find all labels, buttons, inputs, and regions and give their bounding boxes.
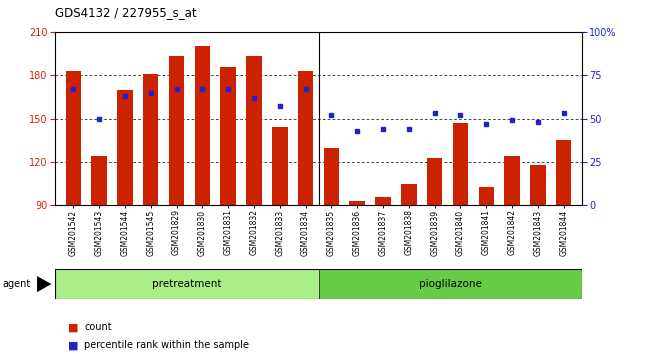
- Text: agent: agent: [2, 279, 30, 289]
- Bar: [169, 56, 185, 335]
- Text: GDS4132 / 227955_s_at: GDS4132 / 227955_s_at: [55, 6, 197, 19]
- Bar: [220, 67, 236, 335]
- Bar: [452, 123, 468, 335]
- Bar: [530, 165, 545, 335]
- Bar: [556, 140, 571, 335]
- Bar: [504, 156, 520, 335]
- Bar: [66, 71, 81, 335]
- Bar: [401, 184, 417, 335]
- Text: ■: ■: [68, 340, 79, 350]
- Bar: [246, 56, 262, 335]
- Bar: [55, 269, 318, 299]
- Bar: [318, 269, 582, 299]
- Bar: [375, 197, 391, 335]
- Bar: [117, 90, 133, 335]
- Bar: [350, 201, 365, 335]
- Bar: [92, 156, 107, 335]
- Polygon shape: [37, 276, 51, 292]
- Text: pretreatment: pretreatment: [152, 279, 222, 289]
- Bar: [298, 71, 313, 335]
- Bar: [427, 158, 443, 335]
- Text: pioglilazone: pioglilazone: [419, 279, 482, 289]
- Text: count: count: [84, 322, 112, 332]
- Text: ■: ■: [68, 322, 79, 332]
- Text: percentile rank within the sample: percentile rank within the sample: [84, 340, 250, 350]
- Bar: [194, 46, 210, 335]
- Bar: [478, 187, 494, 335]
- Bar: [272, 127, 287, 335]
- Bar: [143, 74, 159, 335]
- Bar: [324, 148, 339, 335]
